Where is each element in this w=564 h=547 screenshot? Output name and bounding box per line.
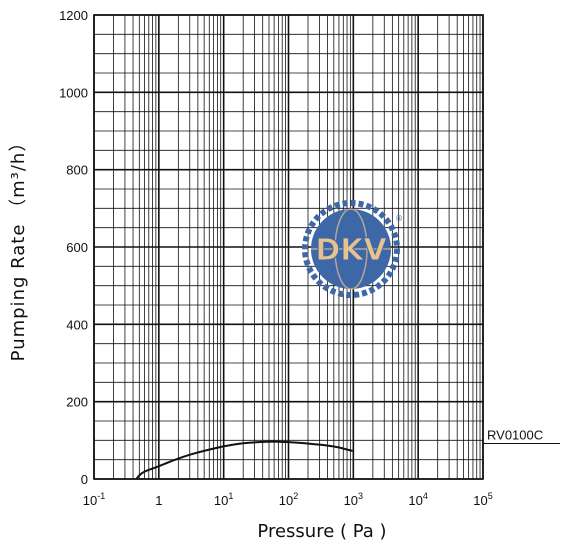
y-tick-label: 200 <box>66 395 88 410</box>
x-tick-label: 103 <box>344 491 363 508</box>
series-label: RV0100C <box>487 427 543 442</box>
x-tick-label: 1 <box>155 493 162 508</box>
x-tick-label: 104 <box>408 491 427 508</box>
x-tick-label: 101 <box>214 491 233 508</box>
y-axis-title: Pumping Rate （m³/h） <box>8 133 29 362</box>
y-axis-tick-labels: 0 200 400 600 800 1000 1200 <box>59 8 88 487</box>
logo-registered-mark: ® <box>395 214 403 223</box>
x-tick-exponent: 2 <box>293 491 298 501</box>
y-tick-label: 800 <box>66 163 88 178</box>
y-tick-label: 1200 <box>59 8 88 23</box>
dkv-logo-watermark: DKV ® <box>302 200 403 298</box>
x-tick-exponent: 5 <box>488 491 493 501</box>
y-tick-label: 400 <box>66 317 88 332</box>
series-layer: RV0100C <box>135 427 560 480</box>
y-tick-label: 0 <box>81 472 88 487</box>
logo-gear-ring <box>302 200 400 298</box>
x-tick-label: 105 <box>473 491 492 508</box>
x-tick-exponent: 3 <box>358 491 363 501</box>
y-tick-label: 1000 <box>59 85 88 100</box>
x-tick-exponent: 1 <box>228 491 233 501</box>
x-axis-title: Pressure ( Pa ) <box>257 521 386 542</box>
logo-text: DKV <box>315 233 387 268</box>
x-tick-label: 102 <box>279 491 298 508</box>
x-tick-exponent: -1 <box>97 491 105 501</box>
x-tick-exponent: 4 <box>423 491 428 501</box>
series-line-rv0100c <box>135 440 355 480</box>
y-tick-label: 600 <box>66 240 88 255</box>
x-tick-label: 10-1 <box>83 491 105 508</box>
x-axis-tick-labels: 10-1 1 101 102 103 104 105 <box>83 491 493 508</box>
plot-frame <box>93 14 484 480</box>
